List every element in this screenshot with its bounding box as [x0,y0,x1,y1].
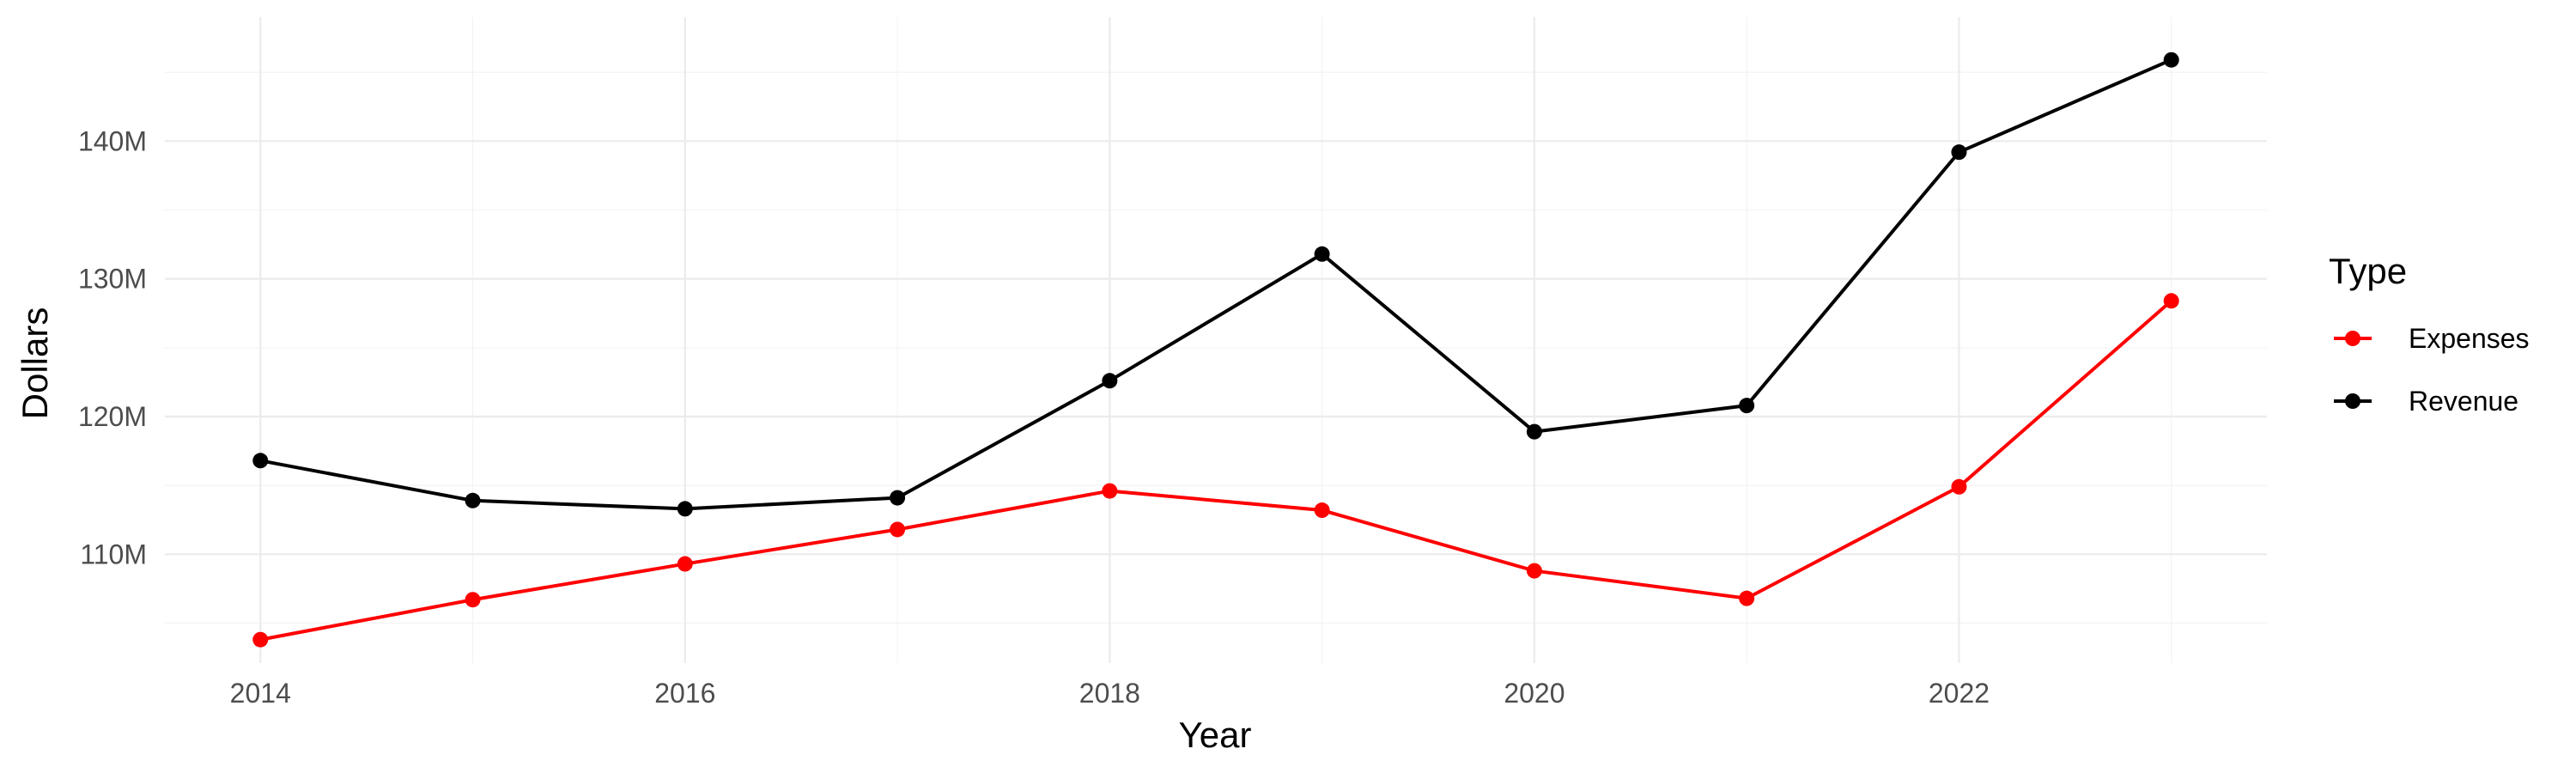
data-point-expenses [2163,293,2179,309]
x-tick-label: 2014 [230,678,291,709]
legend-item-expenses: Expenses [2334,323,2530,354]
data-point-expenses [1102,483,1118,499]
data-point-expenses [1526,563,1542,579]
y-tick-label: 140M [78,125,147,156]
legend-item-revenue: Revenue [2334,386,2518,417]
y-tick-label: 130M [78,264,147,295]
x-tick-label: 2022 [1929,678,1990,709]
data-point-revenue [1739,398,1755,414]
data-point-revenue [1314,246,1330,262]
data-point-revenue [465,492,481,508]
minor-gridlines [165,17,2267,663]
series-points [252,52,2179,648]
x-axis-tick-labels: 2014 2016 2018 2020 2022 [230,678,1990,709]
legend-key-point [2345,393,2360,409]
x-axis-title: Year [1179,715,1252,755]
data-point-revenue [1102,373,1118,389]
data-point-expenses [1314,502,1330,519]
data-point-revenue [1526,423,1542,440]
series-lines [258,58,2173,642]
legend-key-point [2345,331,2360,346]
legend-title: Type [2329,251,2407,291]
x-tick-label: 2020 [1504,678,1564,709]
x-tick-label: 2016 [654,678,715,709]
legend-label: Revenue [2409,386,2518,417]
major-gridlines [165,17,2267,663]
data-point-expenses [890,521,906,538]
data-point-expenses [677,556,693,572]
y-tick-label: 120M [78,401,147,432]
data-point-revenue [677,501,693,517]
y-axis-tick-labels: 110M 120M 130M 140M [78,125,147,569]
data-point-revenue [890,490,906,506]
series-line-revenue [258,58,2173,511]
data-point-expenses [252,631,269,648]
series-line-expenses [258,299,2173,642]
legend: Type Expenses Revenue [2329,251,2530,417]
data-point-revenue [2163,52,2179,68]
legend-label: Expenses [2409,323,2530,354]
x-tick-label: 2018 [1079,678,1140,709]
data-point-revenue [1951,144,1967,161]
legend-items: Expenses Revenue [2334,323,2530,417]
data-point-revenue [252,453,269,469]
data-point-expenses [1951,478,1967,495]
y-axis-title: Dollars [15,307,55,420]
y-tick-label: 110M [80,539,147,569]
data-point-expenses [465,592,481,608]
data-point-expenses [1739,590,1755,606]
